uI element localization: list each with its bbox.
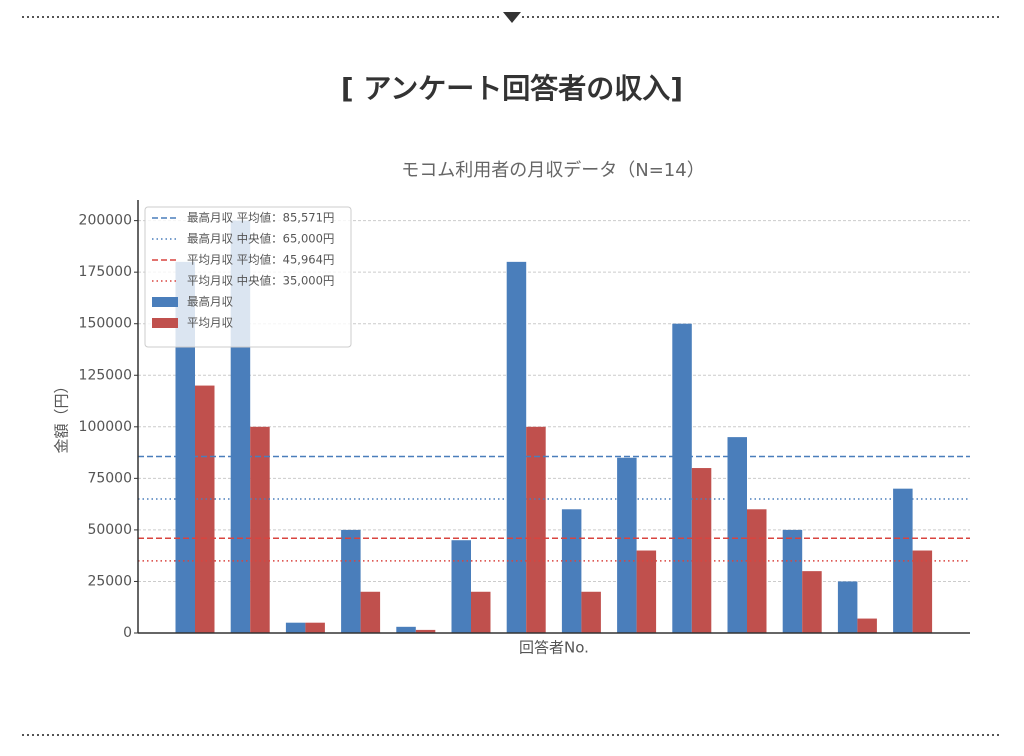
bar — [285, 622, 306, 633]
y-axis-label: 金額（円） — [53, 378, 71, 453]
bar — [250, 426, 270, 633]
bar — [617, 457, 637, 633]
bar — [451, 540, 471, 633]
bar — [837, 581, 858, 633]
y-tick-label: 50000 — [87, 522, 132, 538]
bar — [175, 261, 195, 633]
bar — [912, 550, 933, 633]
legend-swatch — [152, 318, 178, 328]
y-tick-label: 175000 — [79, 264, 132, 280]
bar — [341, 529, 361, 633]
bar — [802, 571, 822, 633]
bar — [360, 591, 381, 633]
y-tick-label: 125000 — [79, 367, 132, 383]
y-tick-label: 25000 — [87, 573, 132, 589]
bar — [195, 385, 215, 633]
plot: 0 25000 50000 75000 100000 125000 150000 175000… — [79, 200, 970, 641]
y-tick-label: 200000 — [79, 213, 132, 229]
bar — [857, 618, 877, 633]
bar — [305, 622, 325, 633]
bar — [727, 437, 747, 633]
chart-title: モコム利用者の月収データ（N=14） — [401, 160, 704, 181]
bar — [415, 629, 436, 633]
legend-label: 最高月収 中央値：65,000円 — [187, 232, 334, 246]
bar — [893, 488, 913, 633]
y-tick-label: 0 — [123, 625, 132, 641]
bar — [526, 426, 546, 633]
bar — [506, 261, 527, 633]
y-tick-label: 100000 — [79, 419, 132, 435]
bar — [782, 529, 803, 633]
bar — [672, 323, 692, 633]
bar — [396, 626, 416, 633]
legend-label: 平均月収 — [187, 316, 233, 330]
legend-label: 平均月収 中央値：35,000円 — [187, 274, 334, 288]
bar — [747, 509, 767, 633]
legend-label: 最高月収 — [187, 295, 233, 309]
y-tick-label: 150000 — [79, 316, 132, 332]
bar — [636, 550, 657, 633]
bar — [471, 591, 491, 633]
legend-label: 最高月収 平均値：85,571円 — [187, 211, 334, 225]
y-tick-label: 75000 — [87, 470, 132, 486]
bar — [691, 468, 712, 633]
bar — [581, 591, 601, 633]
divider-arrow — [503, 12, 521, 23]
legend-box — [144, 206, 352, 348]
bar — [561, 509, 582, 633]
x-axis-label: 回答者No. — [519, 639, 589, 657]
legend-label: 平均月収 平均値：45,964円 — [187, 253, 334, 267]
legend-swatch — [152, 297, 178, 307]
page-title: [ アンケート回答者の収入] — [341, 72, 683, 105]
